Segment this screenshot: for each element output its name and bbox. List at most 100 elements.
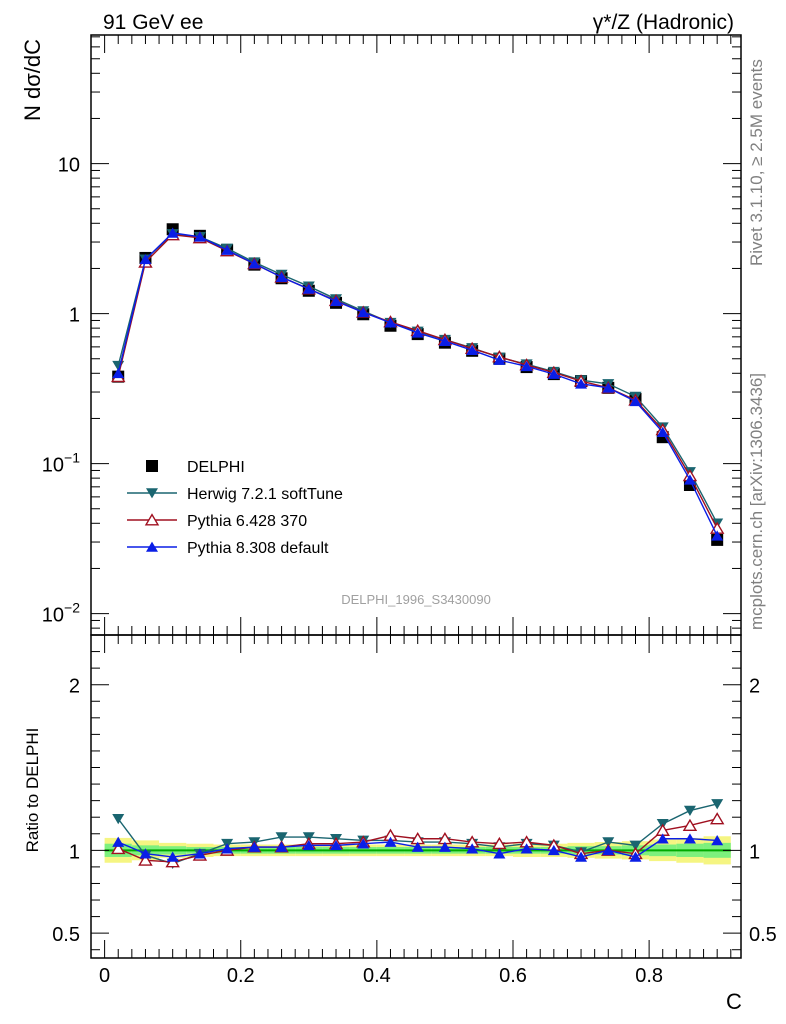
ratio-y-tick-label: 2 (69, 676, 80, 698)
point-pythia8 (656, 426, 669, 437)
series-herwig (112, 229, 724, 529)
ratio-series-pythia8 (112, 833, 724, 862)
point-pythia8 (438, 335, 451, 346)
main-y-tick-base: 10 (42, 455, 64, 477)
point-pythia8 (466, 344, 479, 356)
x-tick-label: 0 (99, 965, 110, 987)
main-y-tick-label: 10 (58, 155, 80, 177)
ratio-point-herwig (602, 837, 615, 848)
point-pythia8 (629, 395, 642, 407)
point-pythia8 (411, 327, 424, 338)
legend-label-herwig: Herwig 7.2.1 softTune (187, 486, 343, 503)
ratio-plot (111, 799, 725, 869)
main-y-tick-exponent: −1 (64, 450, 80, 466)
ratio-point-pythia8 (193, 848, 206, 859)
ratio-point-pythia6 (138, 853, 153, 866)
point-pythia8 (330, 295, 343, 306)
analysis-id-label: DELPHI_1996_S3430090 (341, 592, 491, 607)
ratio-y-tick-label: 1 (69, 841, 80, 863)
ratio-point-pythia8 (166, 851, 179, 862)
ratio-point-pythia6 (682, 818, 698, 831)
point-pythia8 (275, 271, 288, 282)
main-y-tick-exponent: −2 (64, 600, 80, 616)
ratio-point-pythia8 (629, 851, 642, 862)
legend-label-data: DELPHI (187, 459, 245, 476)
ratio-y-tick-label-right: 2 (749, 676, 760, 698)
ratio-point-pythia8 (275, 841, 288, 852)
legend-item-data: DELPHI (146, 459, 245, 476)
point-pythia8 (547, 368, 560, 379)
ratio-point-pythia8 (547, 844, 560, 856)
ratio-point-pythia8 (602, 844, 615, 856)
ratio-y-tick-label-right: 0.5 (749, 924, 777, 946)
series-line-herwig (117, 233, 718, 524)
ratio-point-pythia8 (112, 836, 125, 847)
point-pythia8 (248, 258, 261, 269)
point-pythia8 (575, 378, 588, 389)
ratio-point-pythia8 (493, 848, 506, 859)
main-y-tick-base: 10 (42, 605, 64, 627)
main-y-tick-label: 10−2 (42, 600, 80, 627)
x-axis-label: C (726, 989, 742, 1014)
ratio-point-pythia8 (683, 833, 696, 844)
legend-item-herwig: Herwig 7.2.1 softTune (127, 486, 343, 503)
mcplots-label: mcplots.cern.ch [arXiv:1306.3436] (747, 373, 766, 630)
ratio-point-pythia8 (302, 839, 315, 851)
ratio-point-pythia8 (520, 843, 533, 854)
point-pythia8 (711, 530, 724, 541)
ratio-point-pythia8 (330, 839, 343, 851)
ratio-point-herwig (683, 805, 696, 816)
legend-label-pythia8: Pythia 8.308 default (187, 540, 329, 557)
header-right: γ*/Z (Hadronic) (593, 11, 734, 34)
ratio-point-pythia8 (656, 833, 669, 844)
ratio-point-pythia8 (357, 838, 370, 849)
ratio-point-pythia8 (466, 843, 479, 854)
ratio-frame (90, 634, 742, 959)
legend: DELPHI Herwig 7.2.1 softTune Pythia 6.428 … (127, 459, 343, 557)
ratio-point-pythia8 (575, 851, 588, 862)
point-pythia8 (193, 231, 206, 242)
point-pythia8 (166, 227, 179, 238)
series-line-pythia6 (117, 234, 718, 529)
ratio-point-pythia8 (139, 848, 152, 859)
header-right-suffix: (Hadronic) (630, 11, 734, 34)
main-y-tick-base: 1 (69, 305, 80, 327)
ratio-point-pythia6 (111, 841, 126, 855)
ratio-point-herwig (275, 832, 288, 843)
main-plot (111, 223, 725, 546)
point-pythia8 (602, 382, 615, 393)
point-pythia8 (357, 306, 370, 318)
header-left: 91 GeV ee (103, 11, 203, 34)
legend-marker-data (146, 460, 158, 472)
ratio-point-pythia8 (384, 836, 397, 847)
ratio-point-herwig (629, 840, 642, 851)
ratio-point-herwig (112, 814, 125, 825)
point-pythia8 (520, 360, 533, 372)
ratio-point-herwig (711, 799, 724, 810)
point-pythia8 (493, 354, 506, 365)
ratio-point-pythia6 (709, 812, 725, 825)
series-pythia8 (112, 227, 724, 541)
legend-item-pythia8: Pythia 8.308 default (127, 540, 329, 557)
ratio-y-axis-label: Ratio to DELPHI (23, 728, 42, 853)
ratio-point-pythia8 (438, 841, 451, 852)
ratio-point-pythia8 (711, 834, 724, 846)
x-tick-label: 0.8 (635, 965, 663, 987)
ratio-y-tick-label: 0.5 (52, 924, 80, 946)
x-tick-label: 0.6 (499, 965, 527, 987)
legend-marker-herwig (146, 488, 158, 499)
point-pythia8 (683, 474, 696, 485)
point-pythia8 (221, 244, 234, 255)
x-tick-label: 0.4 (363, 965, 391, 987)
point-pythia8 (139, 253, 152, 265)
x-tick-label: 0.2 (227, 965, 255, 987)
ratio-point-pythia8 (248, 841, 261, 852)
main-y-tick-label: 10−1 (42, 450, 80, 477)
main-y-tick-base: 10 (58, 155, 80, 177)
point-pythia8 (302, 283, 315, 294)
header-right-prefix: γ*/Z (593, 11, 631, 34)
legend-label-pythia6: Pythia 6.428 370 (187, 513, 307, 530)
ratio-point-pythia8 (411, 841, 424, 852)
